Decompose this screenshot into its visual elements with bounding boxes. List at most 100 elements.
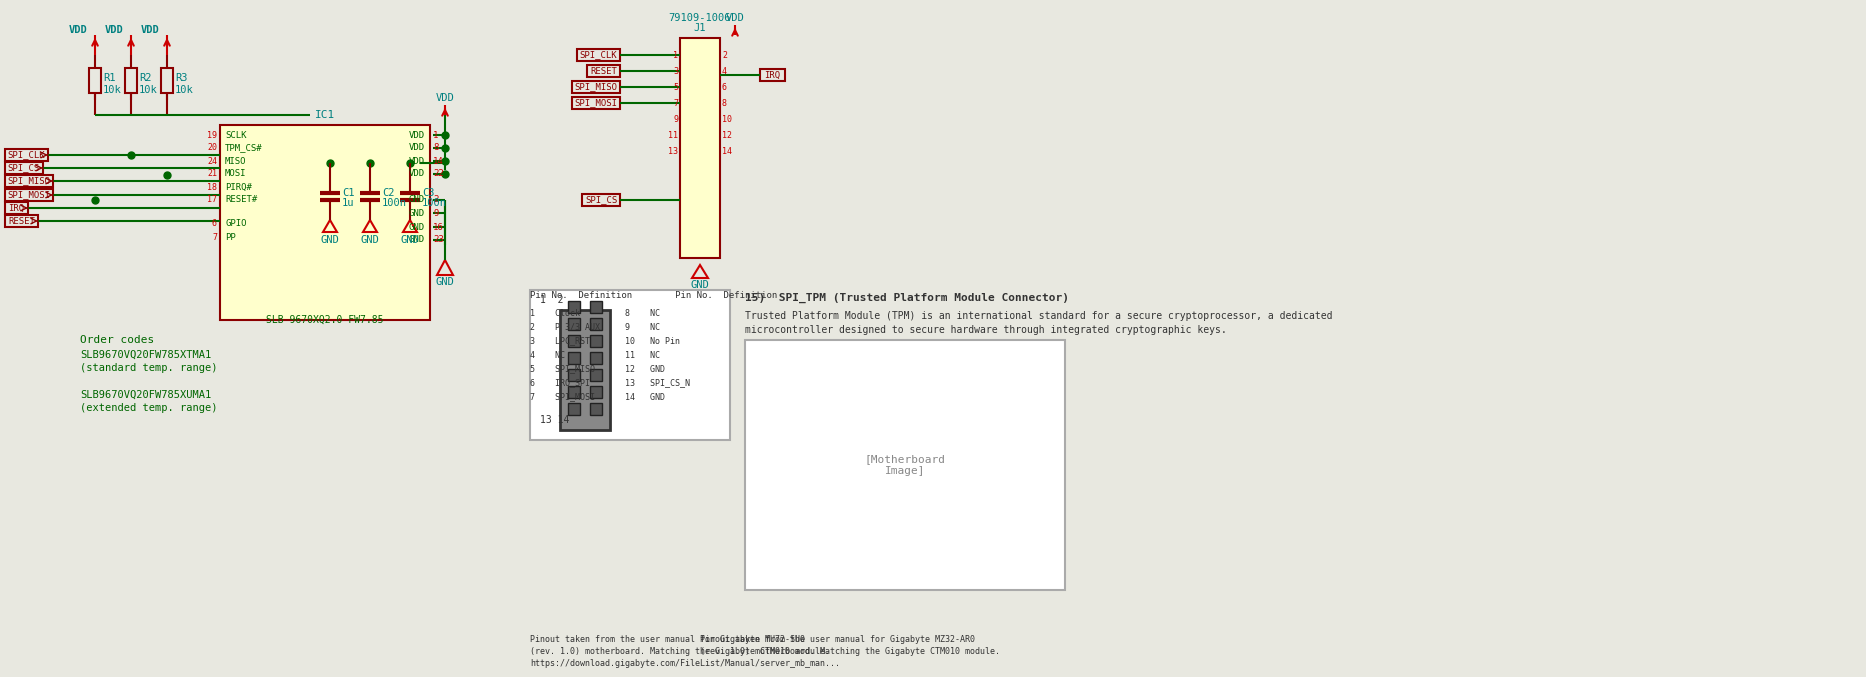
- Text: 14: 14: [433, 156, 444, 165]
- Bar: [220, 125, 429, 320]
- Text: (rev. 1.0) motherboard. Matching the Gigabyte CTM010 module.: (rev. 1.0) motherboard. Matching the Gig…: [530, 647, 830, 657]
- Text: 7: 7: [213, 232, 216, 242]
- Text: 4    NC            11   NC: 4 NC 11 NC: [530, 351, 661, 359]
- Bar: [590, 352, 603, 364]
- Text: 10: 10: [722, 114, 731, 123]
- Bar: [567, 335, 580, 347]
- Text: VDD: VDD: [409, 131, 425, 139]
- Bar: [679, 38, 720, 258]
- Text: C1: C1: [341, 188, 355, 198]
- Text: 1  2: 1 2: [539, 295, 564, 305]
- Text: 10k: 10k: [175, 85, 194, 95]
- Text: 100n: 100n: [422, 198, 448, 208]
- Text: 21: 21: [207, 169, 216, 179]
- Text: R3: R3: [175, 73, 187, 83]
- Bar: [567, 369, 580, 381]
- Text: C2: C2: [383, 188, 394, 198]
- Bar: [6, 189, 52, 201]
- Text: microcontroller designed to secure hardware through integrated cryptographic key: microcontroller designed to secure hardw…: [745, 325, 1226, 335]
- Text: VDD: VDD: [409, 169, 425, 179]
- Bar: [530, 290, 730, 440]
- Text: SPI_MISO: SPI_MISO: [7, 177, 50, 185]
- Text: 79109-1006: 79109-1006: [668, 13, 731, 23]
- Text: 4: 4: [722, 66, 728, 76]
- Text: SLB9670VQ20FW785XUMA1: SLB9670VQ20FW785XUMA1: [80, 390, 211, 400]
- Text: 2: 2: [722, 51, 728, 60]
- Text: PIRQ#: PIRQ#: [226, 183, 252, 192]
- Text: GND: GND: [690, 280, 709, 290]
- Bar: [573, 97, 620, 109]
- Text: IRQ: IRQ: [9, 204, 24, 213]
- Bar: [759, 69, 786, 81]
- Text: 14: 14: [722, 146, 731, 156]
- Text: GND: GND: [401, 235, 420, 245]
- Bar: [590, 403, 603, 415]
- Bar: [90, 68, 101, 93]
- Bar: [577, 49, 620, 61]
- Text: C3: C3: [422, 188, 435, 198]
- Text: 12: 12: [722, 131, 731, 139]
- Text: 11: 11: [668, 131, 677, 139]
- Bar: [567, 352, 580, 364]
- Text: 13: 13: [668, 146, 677, 156]
- Text: 6: 6: [722, 83, 728, 91]
- Text: RESET#: RESET#: [226, 196, 258, 204]
- Text: 8: 8: [722, 98, 728, 108]
- Bar: [6, 149, 49, 161]
- Text: 7: 7: [674, 98, 677, 108]
- Text: Pinout taken from the user manual for Gigabyte MZ32-AR0: Pinout taken from the user manual for Gi…: [700, 636, 976, 645]
- Bar: [160, 68, 174, 93]
- Text: R1: R1: [103, 73, 116, 83]
- Bar: [6, 215, 37, 227]
- Bar: [567, 403, 580, 415]
- Text: SPI_CS: SPI_CS: [7, 164, 41, 173]
- Text: 9: 9: [674, 114, 677, 123]
- Text: SPI_CLK: SPI_CLK: [7, 150, 45, 160]
- Text: IC1: IC1: [315, 110, 336, 120]
- Text: (rev. 1.0) motherboard. Matching the Gigabyte CTM010 module.: (rev. 1.0) motherboard. Matching the Gig…: [700, 647, 1000, 657]
- Text: SPI_MOSI: SPI_MOSI: [7, 190, 50, 200]
- Text: 2: 2: [433, 196, 439, 204]
- Text: SPI_MISO: SPI_MISO: [575, 83, 618, 91]
- Bar: [590, 301, 603, 313]
- Text: Pin No.  Definition        Pin No.  Definition: Pin No. Definition Pin No. Definition: [530, 290, 778, 299]
- Bar: [560, 310, 610, 430]
- Text: GND: GND: [409, 196, 425, 204]
- Text: 6: 6: [213, 219, 216, 227]
- Text: 24: 24: [207, 156, 216, 165]
- Text: 8: 8: [433, 144, 439, 152]
- Text: 15)  SPI_TPM (Trusted Platform Module Connector): 15) SPI_TPM (Trusted Platform Module Con…: [745, 293, 1069, 303]
- Text: 100n: 100n: [383, 198, 407, 208]
- Text: 3    LPC_RST       10   No Pin: 3 LPC_RST 10 No Pin: [530, 336, 679, 345]
- Text: VDD: VDD: [409, 144, 425, 152]
- Text: 6    IRQ_SPI       13   SPI_CS_N: 6 IRQ_SPI 13 SPI_CS_N: [530, 378, 690, 387]
- Text: GND: GND: [409, 236, 425, 244]
- Text: 9: 9: [433, 209, 439, 217]
- Text: VDD: VDD: [104, 25, 123, 35]
- Text: SCLK: SCLK: [226, 131, 246, 139]
- Text: SLB 9670XQ2.0 FW7.85: SLB 9670XQ2.0 FW7.85: [267, 315, 384, 325]
- Text: VDD: VDD: [140, 25, 159, 35]
- Text: 22: 22: [433, 169, 444, 179]
- Text: SPI_CLK: SPI_CLK: [580, 51, 618, 60]
- Text: https://download.gigabyte.com/FileList/Manual/server_mb_man...: https://download.gigabyte.com/FileList/M…: [530, 659, 840, 668]
- Text: SPI_CS: SPI_CS: [584, 196, 618, 204]
- Text: 13 14: 13 14: [539, 415, 569, 425]
- Text: 16: 16: [433, 223, 444, 232]
- Text: PP: PP: [226, 232, 235, 242]
- Text: GND: GND: [360, 235, 379, 245]
- Text: R2: R2: [138, 73, 151, 83]
- Bar: [573, 81, 620, 93]
- Text: Trusted Platform Module (TPM) is an international standard for a secure cryptopr: Trusted Platform Module (TPM) is an inte…: [745, 311, 1332, 321]
- Bar: [6, 202, 28, 214]
- Bar: [590, 318, 603, 330]
- Text: GND: GND: [409, 223, 425, 232]
- Bar: [567, 301, 580, 313]
- Text: J1: J1: [694, 23, 705, 33]
- Text: GND: GND: [321, 235, 340, 245]
- Text: GPIO: GPIO: [226, 219, 246, 227]
- Text: 1    Clock         8    NC: 1 Clock 8 NC: [530, 309, 661, 318]
- Bar: [590, 335, 603, 347]
- Text: Pinout taken from the user manual for Gigabyte MU72-SU0: Pinout taken from the user manual for Gi…: [530, 636, 804, 645]
- Text: 5: 5: [674, 83, 677, 91]
